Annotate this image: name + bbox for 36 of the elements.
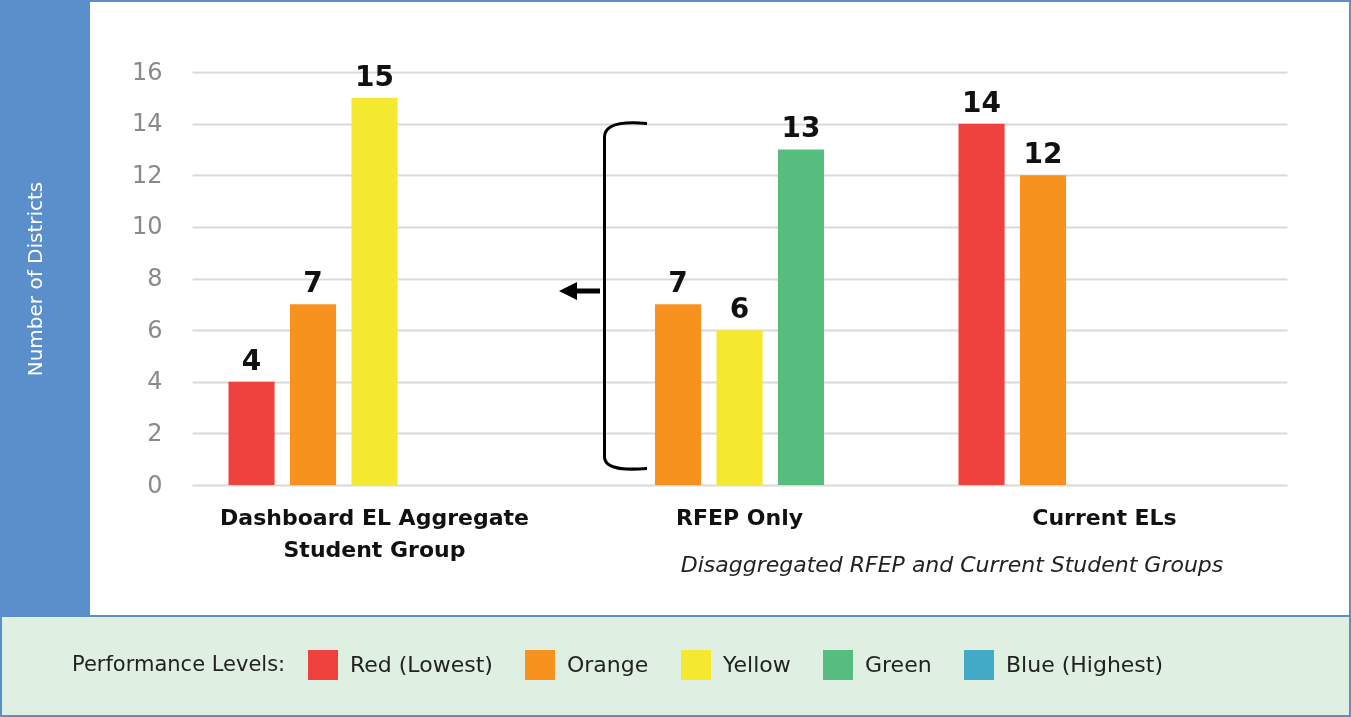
y-axis-title: Number of Districts	[22, 181, 47, 377]
legend-label: Blue (Highest)	[1006, 652, 1164, 677]
data-label: 14	[962, 85, 1002, 119]
x-tick-label: RFEP Only	[675, 504, 804, 530]
legend-title: Performance Levels:	[72, 652, 286, 676]
bar	[289, 304, 337, 485]
bar	[228, 381, 275, 485]
y-tick-label: 4	[147, 367, 163, 396]
bar	[351, 97, 398, 485]
y-tick-label: 12	[131, 160, 163, 189]
data-label: 6	[729, 292, 750, 326]
y-tick-label: 8	[147, 264, 163, 292]
bar	[654, 304, 702, 485]
data-label: 13	[781, 111, 821, 145]
y-tick-label: 6	[147, 315, 163, 344]
bar	[777, 149, 825, 485]
data-label: 4	[241, 343, 262, 377]
legend-label: Red (Lowest)	[350, 652, 493, 677]
data-label: 12	[1023, 137, 1063, 171]
legend-label: Green	[865, 652, 932, 677]
x-tick-label: Dashboard EL Aggregate Student Group	[220, 504, 529, 562]
bar	[716, 330, 763, 485]
legend-label: Yellow	[722, 652, 791, 677]
bar	[1019, 175, 1067, 485]
y-tick-label: 14	[131, 109, 163, 138]
legend-label: Orange	[567, 652, 649, 677]
bar	[958, 123, 1005, 485]
y-tick-label: 10	[131, 212, 163, 241]
data-label: 7	[303, 266, 323, 300]
y-tick-label: 0	[147, 470, 163, 499]
data-label: 15	[355, 59, 394, 93]
y-tick-label: 2	[147, 418, 163, 447]
text: Disaggregated RFEP and Current Student Groups	[679, 552, 1225, 577]
data-label: 7	[668, 266, 688, 300]
x-tick-label: Current ELs	[1032, 504, 1177, 530]
y-tick-label: 16	[131, 57, 163, 86]
